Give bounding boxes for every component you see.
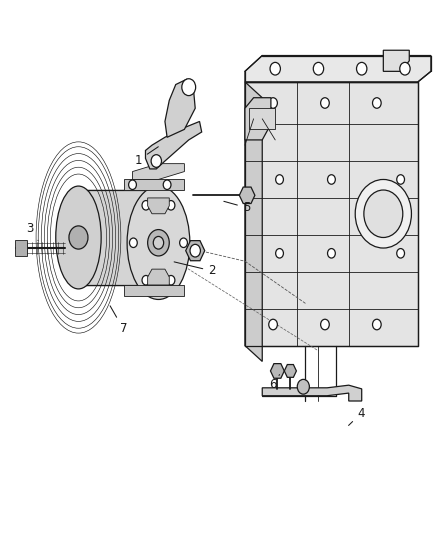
Polygon shape	[15, 240, 27, 256]
Circle shape	[142, 200, 150, 210]
Ellipse shape	[127, 186, 190, 300]
Circle shape	[182, 79, 196, 95]
Circle shape	[372, 98, 381, 108]
Ellipse shape	[66, 190, 92, 285]
Polygon shape	[245, 82, 418, 345]
Polygon shape	[78, 190, 159, 285]
Polygon shape	[148, 269, 169, 285]
Polygon shape	[245, 82, 262, 361]
Polygon shape	[245, 55, 431, 82]
Polygon shape	[148, 198, 169, 214]
Circle shape	[355, 180, 411, 248]
Circle shape	[130, 238, 137, 247]
Polygon shape	[383, 50, 409, 71]
Text: 5: 5	[224, 201, 250, 214]
Circle shape	[276, 175, 283, 184]
Circle shape	[151, 155, 162, 167]
Circle shape	[397, 175, 405, 184]
Polygon shape	[262, 385, 362, 401]
Ellipse shape	[56, 186, 101, 289]
Circle shape	[167, 276, 175, 285]
Circle shape	[180, 238, 187, 247]
Text: 4: 4	[349, 407, 365, 425]
Circle shape	[167, 200, 175, 210]
Text: 6: 6	[269, 375, 279, 391]
Circle shape	[270, 62, 280, 75]
Polygon shape	[133, 164, 184, 180]
Text: 2: 2	[174, 262, 215, 277]
Circle shape	[297, 379, 309, 394]
Polygon shape	[145, 122, 202, 169]
Circle shape	[69, 226, 88, 249]
Circle shape	[142, 276, 150, 285]
Polygon shape	[249, 108, 275, 130]
Circle shape	[163, 180, 171, 190]
Text: 3: 3	[27, 222, 38, 240]
Text: 7: 7	[110, 306, 127, 335]
Circle shape	[276, 248, 283, 258]
Circle shape	[364, 190, 403, 238]
Circle shape	[313, 62, 324, 75]
Circle shape	[400, 62, 410, 75]
Circle shape	[269, 98, 277, 108]
Circle shape	[328, 175, 336, 184]
Polygon shape	[245, 98, 271, 140]
Polygon shape	[124, 180, 184, 190]
Circle shape	[129, 180, 136, 190]
Circle shape	[153, 237, 164, 249]
Text: 1: 1	[134, 147, 158, 167]
Circle shape	[357, 62, 367, 75]
Circle shape	[148, 230, 169, 256]
Polygon shape	[165, 79, 195, 138]
Circle shape	[190, 244, 201, 257]
Circle shape	[321, 98, 329, 108]
Circle shape	[397, 248, 405, 258]
Circle shape	[269, 319, 277, 330]
Circle shape	[372, 319, 381, 330]
Polygon shape	[124, 285, 184, 295]
Circle shape	[328, 248, 336, 258]
Circle shape	[321, 319, 329, 330]
